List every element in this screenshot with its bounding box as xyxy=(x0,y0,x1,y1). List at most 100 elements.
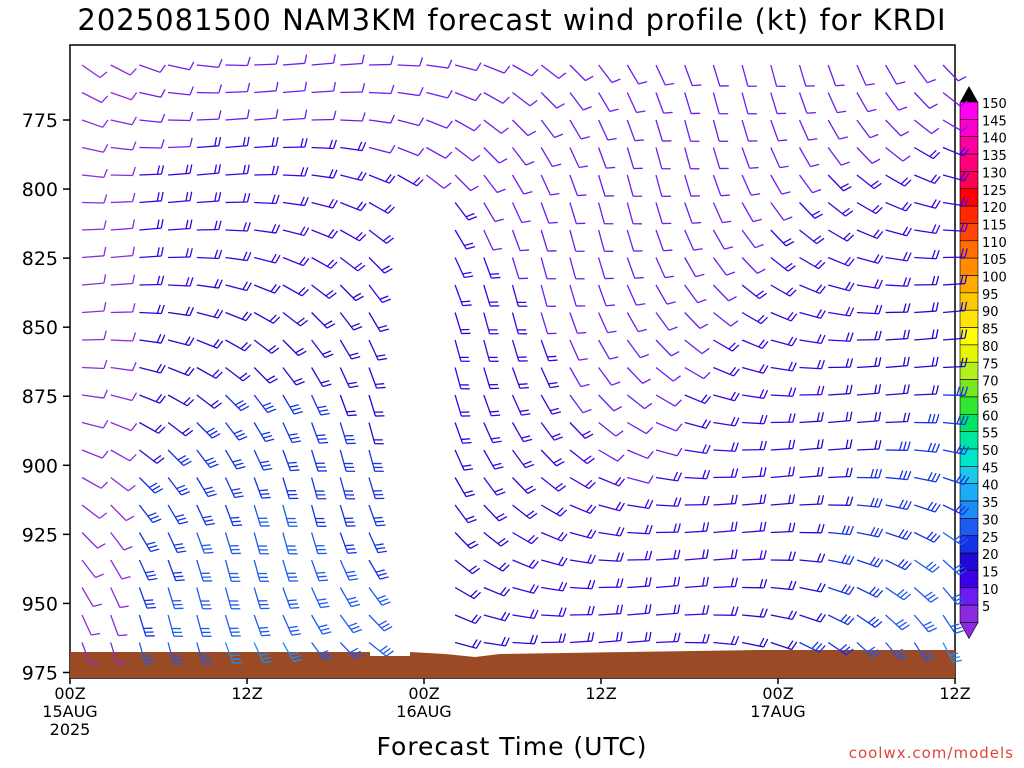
wind-barb-flag xyxy=(790,313,798,322)
wind-barb-flag xyxy=(242,374,251,382)
wind-barb xyxy=(139,113,166,124)
wind-barb xyxy=(483,636,510,647)
wind-barb-shaft xyxy=(655,229,665,251)
wind-barb-flag xyxy=(388,175,396,184)
wind-barb-flag xyxy=(901,201,909,210)
wind-barb xyxy=(914,501,941,513)
wind-barb-flag xyxy=(846,648,854,656)
wind-barb-flag xyxy=(233,524,243,527)
wind-barb-flag xyxy=(906,412,911,422)
wind-barb-flag xyxy=(218,84,223,94)
wind-barb xyxy=(196,366,223,379)
wind-barb xyxy=(311,82,336,94)
wind-barb xyxy=(885,614,910,631)
wind-barb xyxy=(339,559,359,581)
wind-barb xyxy=(540,284,556,307)
wind-barb-shaft xyxy=(626,92,638,113)
wind-barb xyxy=(81,143,109,153)
wind-barb-flag xyxy=(361,112,366,122)
wind-barb xyxy=(454,202,478,221)
wind-barb-flag xyxy=(289,651,299,656)
wind-barb-shaft xyxy=(741,284,760,300)
wind-barb-shaft xyxy=(569,92,584,111)
wind-barb-flag xyxy=(153,454,162,462)
wind-barb-flag xyxy=(957,76,967,82)
wind-barb-flag xyxy=(844,585,851,594)
wind-barb-flag xyxy=(185,277,190,287)
wind-barb-flag xyxy=(357,141,363,151)
wind-barb-flag xyxy=(376,386,386,389)
wind-barb-flag xyxy=(728,296,737,302)
wind-barb-flag xyxy=(236,465,246,470)
wind-barb-shaft xyxy=(483,586,505,597)
wind-barb-flag xyxy=(500,540,509,547)
wind-barb-flag xyxy=(814,213,823,219)
wind-barb-flag xyxy=(820,583,826,593)
wind-barb-flag xyxy=(89,661,99,664)
wind-barb-flag xyxy=(204,551,214,554)
wind-barb-flag xyxy=(706,470,711,479)
wind-barb-flag xyxy=(677,549,681,559)
wind-barb-flag xyxy=(849,467,853,477)
wind-barb-flag xyxy=(465,212,475,218)
wind-barb-flag xyxy=(119,605,129,609)
wind-barb-shaft xyxy=(81,366,105,370)
wind-barb xyxy=(741,174,761,196)
wind-barb-flag xyxy=(580,135,590,140)
wind-barb-flag xyxy=(935,275,940,285)
wind-barb-flag xyxy=(299,226,306,235)
wind-barb-shaft xyxy=(483,559,504,572)
wind-barb-flag xyxy=(902,441,907,451)
wind-barb xyxy=(655,119,672,142)
wind-barb-shaft xyxy=(742,475,765,479)
wind-barb-flag xyxy=(878,384,882,394)
wind-barb-flag xyxy=(759,550,763,560)
wind-barb xyxy=(311,110,337,121)
wind-barb xyxy=(914,275,940,286)
wind-barb-flag xyxy=(234,495,244,499)
credit-link[interactable]: coolwx.com/models xyxy=(848,744,1014,762)
wind-barb-flag xyxy=(763,389,769,399)
wind-barb-shaft xyxy=(511,422,524,442)
wind-barb xyxy=(253,311,281,324)
wind-barb xyxy=(914,329,939,341)
wind-barb-flag xyxy=(873,182,882,190)
wind-barb-flag xyxy=(787,361,793,371)
wind-barb-flag xyxy=(930,174,937,183)
wind-barb-shaft xyxy=(483,477,498,496)
wind-barb-shaft xyxy=(597,257,606,279)
wind-barb xyxy=(942,274,968,286)
wind-barb-flag xyxy=(189,307,195,316)
wind-barb-flag xyxy=(231,520,241,523)
wind-barb-flag xyxy=(263,435,273,439)
wind-barb-shaft xyxy=(684,229,695,251)
wind-barb-flag xyxy=(554,482,563,490)
wind-barb xyxy=(340,112,366,122)
wind-barb-flag xyxy=(331,230,339,239)
wind-barb-flag xyxy=(644,604,648,614)
wind-barb-flag xyxy=(468,216,478,221)
wind-barb-flag xyxy=(328,292,337,299)
wind-barb xyxy=(827,641,854,656)
wind-barb-flag xyxy=(500,611,507,621)
wind-barb-shaft xyxy=(942,531,962,546)
wind-barb xyxy=(827,92,847,114)
wind-barb-flag xyxy=(238,436,248,441)
wind-barb xyxy=(368,257,393,274)
wind-barb xyxy=(168,277,194,287)
wind-barb-flag xyxy=(923,621,932,627)
wind-barb xyxy=(856,229,884,240)
wind-barb-flag xyxy=(389,144,396,154)
wind-barb-flag xyxy=(131,116,137,126)
wind-barb-flag xyxy=(177,454,187,461)
wind-barb-flag xyxy=(159,395,166,404)
wind-barb-flag xyxy=(320,605,330,609)
wind-barb xyxy=(167,614,183,637)
wind-barb-flag xyxy=(584,479,593,488)
wind-barb-shaft xyxy=(311,394,322,416)
wind-barb-flag xyxy=(734,417,740,427)
wind-barb-flag xyxy=(906,329,911,339)
wind-barb-shaft xyxy=(799,229,818,245)
wind-barb xyxy=(454,257,474,279)
wind-barb-flag xyxy=(275,109,279,119)
